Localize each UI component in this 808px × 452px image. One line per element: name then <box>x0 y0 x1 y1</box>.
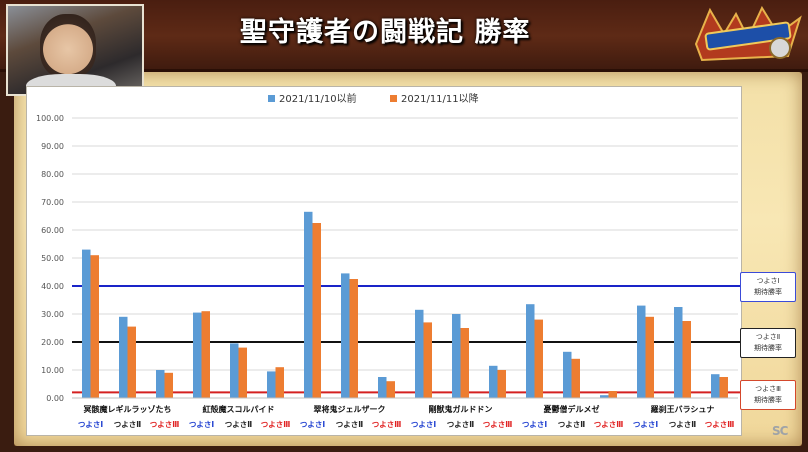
level-label: つよさⅢ <box>483 420 513 429</box>
game-logo <box>694 5 802 62</box>
callout-strength-3: つよさⅢ 期待勝率 <box>740 380 796 410</box>
bar <box>571 358 580 398</box>
callout-strength-2: つよさⅡ 期待勝率 <box>740 328 796 358</box>
level-label: つよさⅡ <box>669 420 696 429</box>
level-label: つよさⅡ <box>558 420 585 429</box>
legend-swatch <box>390 95 397 102</box>
bar <box>452 314 461 398</box>
bar <box>275 367 284 398</box>
bar <box>460 328 469 398</box>
group-label: 憂鬱僧デルメゼ <box>544 404 600 414</box>
group-label: 剛獣鬼ガルドドン <box>429 404 493 414</box>
bar <box>608 391 617 398</box>
bar <box>312 223 321 398</box>
channel-watermark: SC <box>772 424 788 438</box>
level-label: つよさⅠ <box>300 420 325 429</box>
callout-strength-3-label: つよさⅢ <box>755 385 781 393</box>
bar <box>489 365 498 398</box>
y-tick-label: 10.00 <box>41 366 64 375</box>
bar <box>82 249 91 398</box>
y-tick-label: 90.00 <box>41 142 64 151</box>
level-label: つよさⅡ <box>114 420 141 429</box>
bar <box>164 372 173 398</box>
streamer-video-inset <box>6 4 144 96</box>
bar <box>682 321 691 398</box>
bar <box>526 304 535 398</box>
level-label: つよさⅢ <box>261 420 291 429</box>
group-label: 羅刹王バラシュナ <box>651 404 715 414</box>
group-label: 翠将鬼ジェルザーク <box>314 404 386 414</box>
bar <box>349 279 358 398</box>
bar <box>674 307 683 398</box>
y-tick-label: 100.00 <box>36 114 64 123</box>
level-label: つよさⅢ <box>594 420 624 429</box>
y-tick-label: 0.00 <box>46 394 64 403</box>
y-tick-label: 30.00 <box>41 310 64 319</box>
bar <box>341 273 350 398</box>
callout-strength-2-label: つよさⅡ <box>755 333 781 341</box>
bar <box>304 211 313 398</box>
y-tick-label: 80.00 <box>41 170 64 179</box>
level-label: つよさⅡ <box>336 420 363 429</box>
level-label: つよさⅢ <box>372 420 402 429</box>
legend-swatch <box>268 95 275 102</box>
callout-strength-3-sub: 期待勝率 <box>754 396 782 404</box>
y-tick-label: 60.00 <box>41 226 64 235</box>
bar <box>230 343 239 398</box>
streamer-head <box>40 14 96 78</box>
bar <box>238 347 247 398</box>
bar <box>497 370 506 398</box>
bar <box>637 305 646 398</box>
y-tick-label: 50.00 <box>41 254 64 263</box>
level-label: つよさⅠ <box>633 420 658 429</box>
bar <box>119 316 128 398</box>
level-label: つよさⅡ <box>225 420 252 429</box>
bar <box>534 319 543 398</box>
level-label: つよさⅠ <box>522 420 547 429</box>
callout-strength-1-sub: 期待勝率 <box>754 288 782 296</box>
bar <box>415 309 424 398</box>
y-tick-label: 40.00 <box>41 282 64 291</box>
bar <box>600 395 609 398</box>
level-label: つよさⅠ <box>411 420 436 429</box>
bar <box>90 255 99 398</box>
bar <box>711 374 720 398</box>
bar <box>423 322 432 398</box>
bar <box>267 371 276 398</box>
group-label: 冥骸魔レギルラッゾたち <box>84 404 172 414</box>
level-label: つよさⅢ <box>705 420 735 429</box>
legend-label: 2021/11/11以降 <box>401 92 479 105</box>
win-rate-chart: 0.00 10.00 20.00 30.00 40.00 50.00 60.00 70.00 8… <box>36 92 782 429</box>
level-label: つよさⅠ <box>189 420 214 429</box>
y-tick-label: 70.00 <box>41 198 64 207</box>
callout-strength-1-label: つよさⅠ <box>756 277 780 285</box>
callout-strength-2-sub: 期待勝率 <box>754 344 782 352</box>
legend-label: 2021/11/10以前 <box>279 92 357 105</box>
bar <box>563 351 572 398</box>
level-label: つよさⅡ <box>447 420 474 429</box>
bar <box>378 377 387 398</box>
bar <box>719 377 728 398</box>
bar <box>156 370 165 398</box>
callout-strength-1: つよさⅠ 期待勝率 <box>740 272 796 302</box>
group-label: 紅殻魔スコルパイド <box>203 404 275 414</box>
bar <box>127 326 136 398</box>
bar <box>193 312 202 398</box>
bar <box>645 316 654 398</box>
level-label: つよさⅢ <box>150 420 180 429</box>
page-title: 聖守護者の闘戦記 勝率 <box>240 17 531 48</box>
bar <box>386 381 395 398</box>
bar <box>201 311 210 398</box>
level-label: つよさⅠ <box>78 420 103 429</box>
y-tick-label: 20.00 <box>41 338 64 347</box>
